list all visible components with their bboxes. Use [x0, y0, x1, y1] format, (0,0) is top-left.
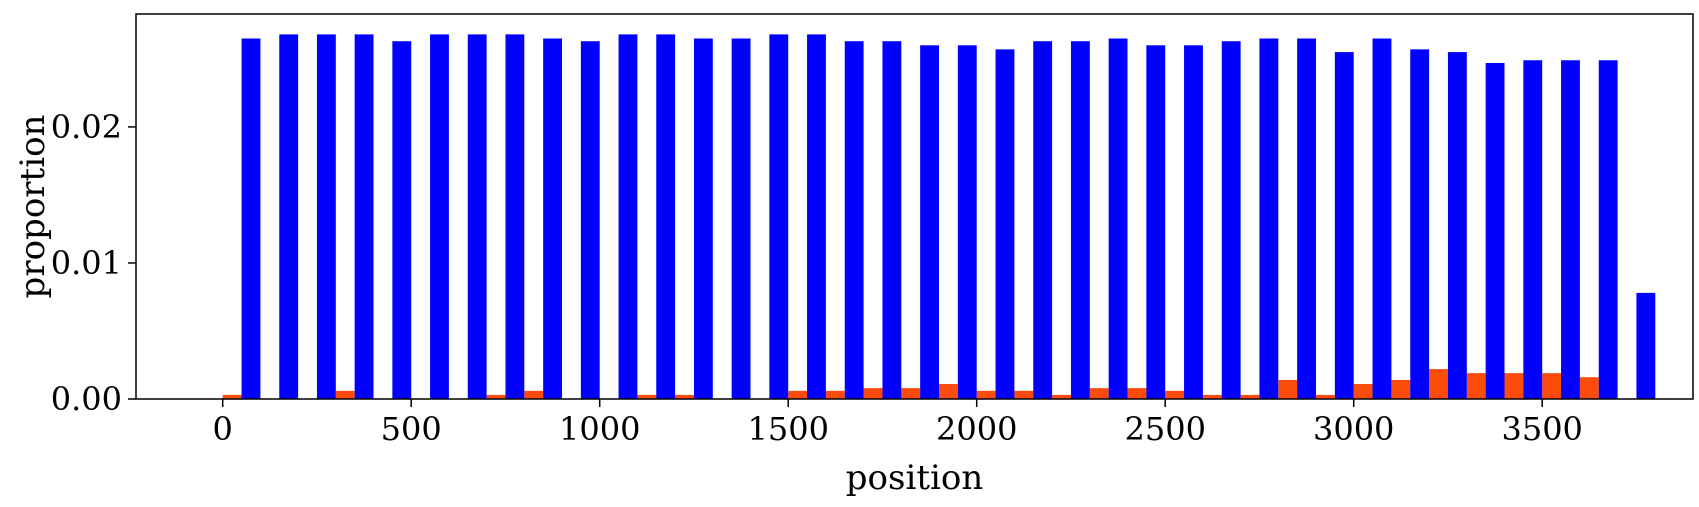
y-axis-label: proportion: [13, 115, 53, 299]
bar: [1579, 377, 1599, 399]
bar: [675, 394, 694, 399]
bar: [1561, 60, 1580, 399]
bar: [1127, 388, 1147, 399]
bar: [1410, 49, 1430, 400]
x-tick-label: 1500: [747, 410, 828, 448]
bar: [1504, 373, 1524, 399]
bar: [901, 388, 921, 399]
bar: [1542, 373, 1562, 399]
y-tick-label: 0.01: [51, 244, 122, 282]
bar: [976, 390, 996, 399]
x-axis: 0 500 1000 1500 2000 2500 3000 3500: [213, 399, 1583, 448]
y-tick-label: 0.00: [51, 380, 122, 418]
bar: [1165, 390, 1185, 399]
bar: [1466, 373, 1486, 399]
x-tick-label: 2500: [1124, 410, 1205, 448]
bar: [863, 388, 883, 399]
bar: [580, 41, 600, 400]
bar: [543, 38, 563, 400]
bar: [995, 49, 1015, 400]
bar: [486, 394, 506, 399]
bar: [1033, 41, 1053, 400]
bar: [1447, 52, 1467, 400]
bar: [1391, 379, 1411, 399]
bar: [392, 41, 412, 400]
bar: [1070, 41, 1090, 400]
bar: [618, 34, 638, 399]
bar: [1485, 62, 1505, 399]
bar: [1221, 41, 1241, 400]
bar: [844, 41, 864, 400]
bar: [825, 390, 845, 399]
bar: [524, 390, 544, 399]
bar: [1014, 390, 1034, 399]
bar: [1353, 384, 1373, 399]
bar: [279, 34, 299, 399]
x-tick-label: 3500: [1501, 410, 1582, 448]
bar: [222, 394, 242, 399]
x-axis-label: position: [846, 458, 983, 498]
x-tick-label: 500: [381, 410, 442, 448]
y-axis: 0.00 0.01 0.02: [51, 108, 136, 418]
x-tick-label: 3000: [1313, 410, 1394, 448]
bar: [1334, 52, 1354, 400]
bar: [1297, 38, 1316, 400]
bar: [241, 38, 261, 400]
bar: [1240, 394, 1260, 399]
bar: [882, 41, 902, 400]
bar: [1052, 394, 1071, 399]
x-tick-label: 1000: [559, 410, 640, 448]
bar: [920, 45, 939, 399]
bar: [1259, 38, 1279, 400]
bar: [939, 384, 958, 399]
bar: [505, 34, 525, 399]
bar: [637, 394, 657, 399]
bar: [693, 38, 713, 400]
bar: [1146, 45, 1166, 399]
bar: [335, 390, 355, 399]
y-tick-label: 0.02: [51, 108, 122, 146]
bar: [1372, 38, 1392, 400]
x-tick-label: 2000: [936, 410, 1017, 448]
bar: [1184, 45, 1203, 399]
bar: [1598, 60, 1618, 399]
bar: [354, 34, 374, 399]
bar: [1202, 394, 1222, 399]
bar: [1429, 369, 1448, 399]
bar: [731, 38, 751, 400]
bars-layer: [222, 34, 1656, 400]
bar: [1108, 38, 1128, 400]
bar: [1523, 60, 1543, 399]
bar: [1316, 394, 1335, 399]
bar: [1636, 292, 1656, 399]
bar: [430, 34, 449, 399]
bar: [807, 34, 826, 399]
bar: [769, 34, 789, 399]
bar: [656, 34, 676, 399]
bar: [788, 390, 808, 399]
plot-frame: [135, 13, 1694, 400]
bar: [316, 34, 336, 399]
bar: [1089, 388, 1109, 399]
bar: [467, 34, 487, 399]
x-tick-label: 0: [213, 410, 233, 448]
bar: [957, 45, 977, 399]
bar: [1278, 379, 1298, 399]
